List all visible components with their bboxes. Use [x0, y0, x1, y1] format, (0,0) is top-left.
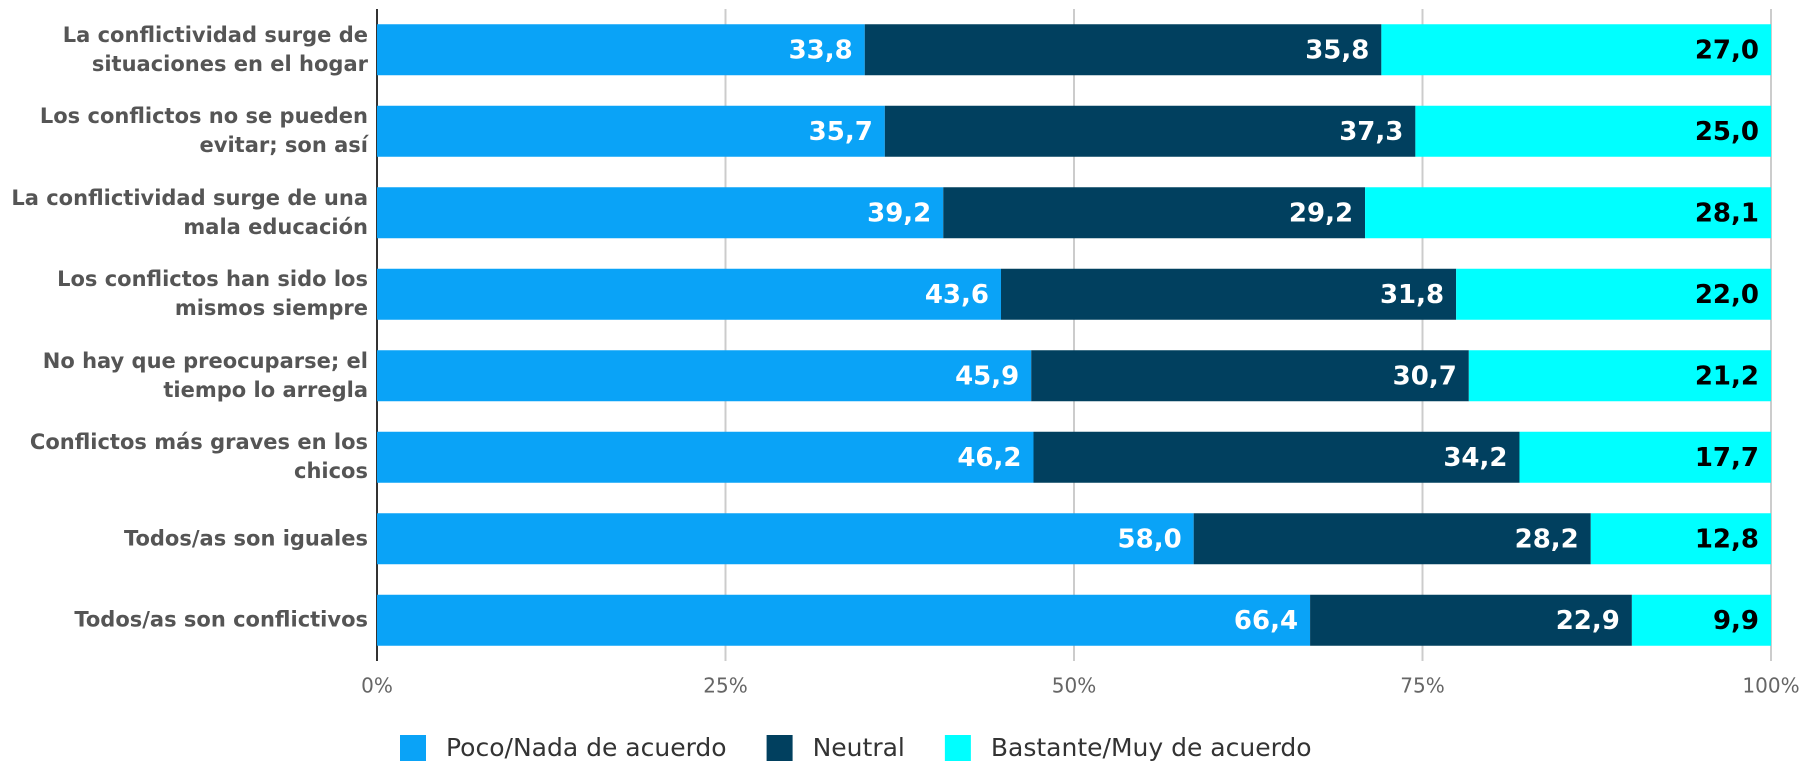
value-label: 22,9 [1556, 606, 1620, 636]
value-label: 25,0 [1695, 117, 1759, 147]
legend-label: Poco/Nada de acuerdo [446, 733, 727, 762]
bar-segment [377, 513, 1194, 565]
bar-segment [1456, 268, 1771, 320]
value-label: 29,2 [1289, 198, 1353, 228]
bar-segment [1031, 350, 1469, 402]
y-tick-label: Conflictos más graves en los chicos [29, 430, 368, 484]
y-tick-label: No hay que preocuparse; el tiempo lo arr… [42, 348, 368, 402]
bar-segment [377, 431, 1034, 483]
bar-segment [377, 24, 865, 76]
value-label: 28,1 [1695, 198, 1759, 228]
value-label: 66,4 [1234, 606, 1298, 636]
y-tick-label: La conflictividad surge de situaciones e… [62, 22, 368, 76]
bar-segment [864, 24, 1382, 76]
value-label: 43,6 [925, 280, 989, 310]
y-tick-label: La conflictividad surge de una mala educ… [11, 185, 368, 239]
legend-swatch [400, 735, 426, 761]
value-label: 22,0 [1695, 280, 1759, 310]
bar-segment [1468, 350, 1771, 402]
bar-segment [1033, 431, 1520, 483]
value-label: 30,7 [1393, 361, 1457, 391]
value-label: 39,2 [867, 198, 931, 228]
value-label: 37,3 [1339, 117, 1403, 147]
x-tick-label: 50% [1052, 674, 1096, 698]
bar-segment [1381, 24, 1771, 76]
value-label: 35,7 [809, 117, 873, 147]
bar-segment [1519, 431, 1771, 483]
y-tick-label: Los conflictos han sido los mismos siemp… [57, 267, 368, 321]
y-tick-label: Todos/as son iguales [123, 526, 368, 551]
value-label: 17,7 [1695, 443, 1759, 473]
legend-label: Neutral [813, 733, 905, 762]
bar-segment [377, 594, 1311, 646]
bar-segment [377, 350, 1032, 402]
bar-segment [1365, 187, 1771, 239]
bar-segment [377, 268, 1002, 320]
value-label: 28,2 [1515, 524, 1579, 554]
bar-segment [1193, 513, 1591, 565]
x-tick-label: 75% [1400, 674, 1444, 698]
y-tick-label: Los conflictos no se pueden evitar; son … [39, 104, 368, 158]
x-tick-label: 100% [1742, 674, 1799, 698]
legend-swatch [944, 735, 971, 761]
bar-segment [1310, 594, 1632, 646]
y-tick-label: Todos/as son conflictivos [74, 607, 368, 632]
x-tick-label: 0% [361, 674, 393, 698]
value-label: 58,0 [1118, 524, 1182, 554]
value-label: 21,2 [1695, 361, 1759, 391]
value-label: 12,8 [1695, 524, 1759, 554]
x-tick-label: 25% [703, 674, 747, 698]
value-label: 35,8 [1305, 35, 1369, 65]
bar-segment [1001, 268, 1457, 320]
legend-label: Bastante/Muy de acuerdo [991, 733, 1312, 762]
bar-segment [1590, 513, 1771, 565]
value-label: 45,9 [955, 361, 1019, 391]
bar-segment [884, 105, 1416, 157]
value-label: 46,2 [957, 443, 1021, 473]
value-label: 27,0 [1695, 35, 1759, 65]
value-label: 34,2 [1443, 443, 1507, 473]
bar-segment [1415, 105, 1771, 157]
value-label: 31,8 [1380, 280, 1444, 310]
bar-segment [943, 187, 1366, 239]
bar-segment [377, 187, 944, 239]
bar-segment [377, 105, 885, 157]
value-label: 33,8 [789, 35, 853, 65]
bar-segment [1631, 594, 1771, 646]
legend-swatch [766, 735, 793, 761]
value-label: 9,9 [1713, 606, 1759, 636]
